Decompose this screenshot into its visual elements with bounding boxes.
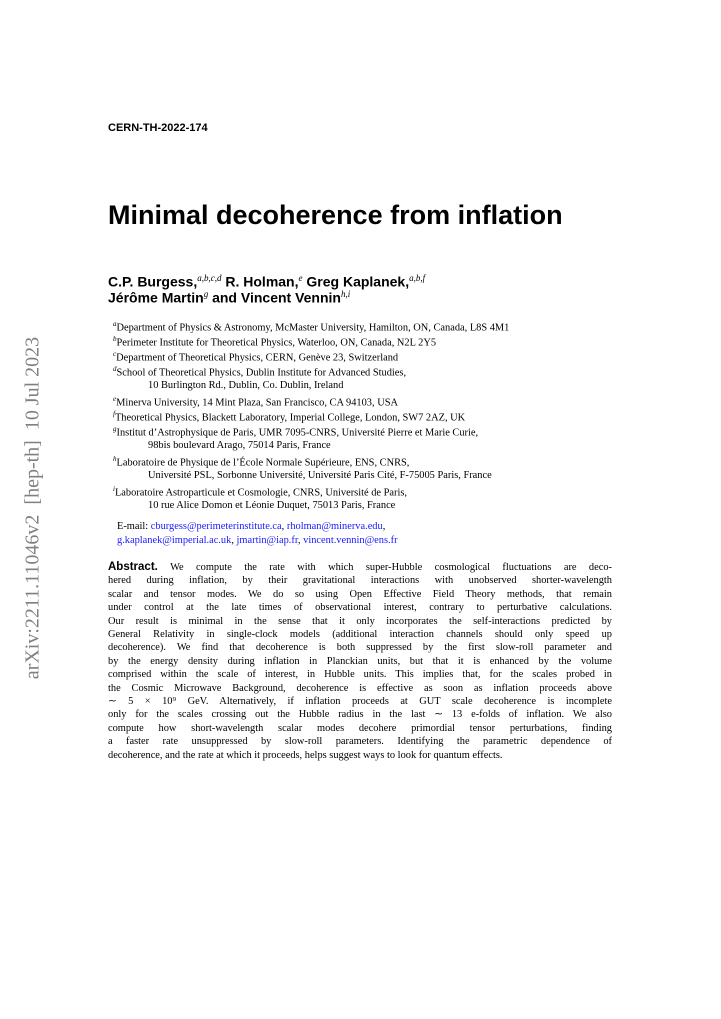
abstract-line: General Relativity in single-clock model… xyxy=(108,628,612,641)
abstract-line: under control at the late times of obser… xyxy=(108,601,612,614)
abstract-line: Our result is minimal in the sense that … xyxy=(108,615,612,628)
affiliation-text: Laboratoire Astroparticule et Cosmologie… xyxy=(114,487,407,499)
affiliation-line: hLaboratoire de Physique de l’École Norm… xyxy=(113,455,409,468)
abstract-line: only for the scales crossing out the Hub… xyxy=(108,708,612,721)
abstract-text: hered during inflation, by their gravita… xyxy=(108,575,612,587)
abstract-line: Abstract. We compute the rate with which… xyxy=(108,561,612,574)
affiliation-text: 10 Burlington Rd., Dublin, Co. Dublin, I… xyxy=(148,380,344,391)
email-address[interactable]: rholman@minerva.edu xyxy=(286,521,383,532)
author-superscript: e xyxy=(298,273,303,283)
affiliation-line: 10 rue Alice Domon et Léonie Duquet, 750… xyxy=(148,500,395,511)
affiliation-line: 10 Burlington Rd., Dublin, Co. Dublin, I… xyxy=(148,380,343,391)
abstract-line: comprised within the scale of interest, … xyxy=(108,668,612,681)
affiliation-line: Université PSL, Sorbonne Université, Uni… xyxy=(148,470,492,481)
abstract-text: compute how short-wavelength scalar mode… xyxy=(108,722,612,734)
separator: , xyxy=(231,535,234,546)
affiliation-text: Department of Theoretical Physics, CERN,… xyxy=(116,352,399,364)
affiliation-text: School of Theoretical Physics, Dublin In… xyxy=(116,367,407,379)
email-address[interactable]: jmartin@iap.fr xyxy=(236,535,298,546)
affiliation-mark: b xyxy=(113,335,117,343)
abstract-label: Abstract. xyxy=(108,561,158,573)
email-address[interactable]: vincent.vennin@ens.fr xyxy=(303,535,398,546)
affiliation-text: Theoretical Physics, Blackett Laboratory… xyxy=(114,412,466,424)
affiliation-mark: f xyxy=(113,410,115,418)
author-superscript: a,b,c,d xyxy=(197,273,222,283)
affiliation-text: Department of Physics & Astronomy, McMas… xyxy=(116,322,510,334)
author-name: Jérôme Martin xyxy=(108,289,204,306)
abstract-line: scalar and tensor modes. We do so using … xyxy=(108,588,612,601)
abstract-line: decoherence, and the rate at which it pr… xyxy=(108,749,612,762)
affiliation-mark: a xyxy=(113,320,117,328)
email-address[interactable]: g.kaplanek@imperial.ac.uk xyxy=(117,535,232,546)
affiliation-mark: d xyxy=(113,365,117,373)
separator: , xyxy=(297,535,301,546)
report-number: CERN-TH-2022-174 xyxy=(108,122,208,134)
affiliation-line: cDepartment of Theoretical Physics, CERN… xyxy=(113,350,398,363)
affiliation-line: eMinerva University, 14 Mint Plaza, San … xyxy=(113,395,398,408)
email-label: E-mail: xyxy=(117,521,149,532)
separator: , xyxy=(281,521,285,532)
affiliation-mark: e xyxy=(113,395,117,403)
abstract-line: decoherence). We find that decoherence i… xyxy=(108,641,612,654)
affiliation-line: fTheoretical Physics, Blackett Laborator… xyxy=(113,410,465,423)
affiliation-line: dSchool of Theoretical Physics, Dublin I… xyxy=(113,365,406,378)
abstract-text: We compute the rate with which super-Hub… xyxy=(170,562,612,573)
abstract-text: only for the scales crossing out the Hub… xyxy=(108,709,612,721)
email-address[interactable]: cburgess@perimeterinstitute.ca xyxy=(150,521,282,532)
affiliation-mark: g xyxy=(113,425,117,433)
affiliation-line: gInstitut d’Astrophysique de Paris, UMR … xyxy=(113,425,478,438)
author-name: Vincent Vennin xyxy=(240,289,341,306)
author-name: and xyxy=(212,289,237,306)
abstract-line: by the energy density during inflation i… xyxy=(108,655,612,668)
abstract-line: hered during inflation, by their gravita… xyxy=(108,574,612,587)
affiliation-text: 10 rue Alice Domon et Léonie Duquet, 750… xyxy=(148,500,396,511)
abstract-text: a faster rate unsuppressed by slow-roll … xyxy=(108,736,612,748)
author-line: C.P. Burgess,a,b,c,d R. Holman,e Greg Ka… xyxy=(108,273,425,290)
abstract-text: the Cosmic Microwave Background, decoher… xyxy=(108,682,612,694)
affiliation-mark: h xyxy=(113,455,117,463)
author-superscript: g xyxy=(203,289,209,299)
abstract-text: decoherence). We find that decoherence i… xyxy=(108,642,612,654)
affiliation-line: iLaboratoire Astroparticule et Cosmologi… xyxy=(113,485,407,498)
author-line: Jérôme Marting and Vincent Venninh,i xyxy=(108,289,350,306)
separator: , xyxy=(382,521,386,532)
affiliation-mark: c xyxy=(113,350,117,358)
abstract-line: the Cosmic Microwave Background, decoher… xyxy=(108,682,612,695)
affiliation-line: 98bis boulevard Arago, 75014 Paris, Fran… xyxy=(148,440,331,451)
affiliation-text: Laboratoire de Physique de l’École Norma… xyxy=(116,457,410,469)
email-line: E-mail: cburgess@perimeterinstitute.ca, … xyxy=(117,521,385,532)
abstract-text: ∼ 5 × 10⁹ GeV. Alternatively, if inflati… xyxy=(108,696,612,707)
affiliation-text: Institut d’Astrophysique de Paris, UMR 7… xyxy=(116,427,479,439)
paper-title: Minimal decoherence from inflation xyxy=(108,200,563,230)
author-superscript: a,b,f xyxy=(409,273,426,283)
affiliation-text: Minerva University, 14 Mint Plaza, San F… xyxy=(116,397,398,409)
abstract-text: under control at the late times of obser… xyxy=(108,602,612,614)
abstract-line: a faster rate unsuppressed by slow-roll … xyxy=(108,735,612,748)
abstract-text: by the energy density during inflation i… xyxy=(108,655,612,667)
email-line: g.kaplanek@imperial.ac.uk, jmartin@iap.f… xyxy=(117,535,398,546)
author-superscript: h,i xyxy=(340,289,351,299)
affiliation-text: Perimeter Institute for Theoretical Phys… xyxy=(116,337,437,349)
affiliation-line: aDepartment of Physics & Astronomy, McMa… xyxy=(113,320,509,333)
author-name: Greg Kaplanek, xyxy=(306,273,410,290)
abstract-text: decoherence, and the rate at which it pr… xyxy=(108,749,503,761)
abstract-text: comprised within the scale of interest, … xyxy=(108,669,612,681)
affiliation-text: 98bis boulevard Arago, 75014 Paris, Fran… xyxy=(148,440,331,451)
affiliation-text: Université PSL, Sorbonne Université, Uni… xyxy=(148,470,492,481)
abstract-line: ∼ 5 × 10⁹ GeV. Alternatively, if inflati… xyxy=(108,695,612,708)
affiliation-mark: i xyxy=(113,485,115,493)
affiliation-line: bPerimeter Institute for Theoretical Phy… xyxy=(113,335,436,348)
arxiv-stamp: arXiv:2211.11046v2 [hep-th] 10 Jul 2023 xyxy=(21,336,44,680)
author-name: C.P. Burgess, xyxy=(108,273,198,290)
author-name: R. Holman, xyxy=(225,273,299,290)
abstract-text: scalar and tensor modes. We do so using … xyxy=(108,588,612,600)
abstract-line: compute how short-wavelength scalar mode… xyxy=(108,722,612,735)
abstract-text: Our result is minimal in the sense that … xyxy=(108,615,612,627)
abstract-text: General Relativity in single-clock model… xyxy=(108,629,612,640)
